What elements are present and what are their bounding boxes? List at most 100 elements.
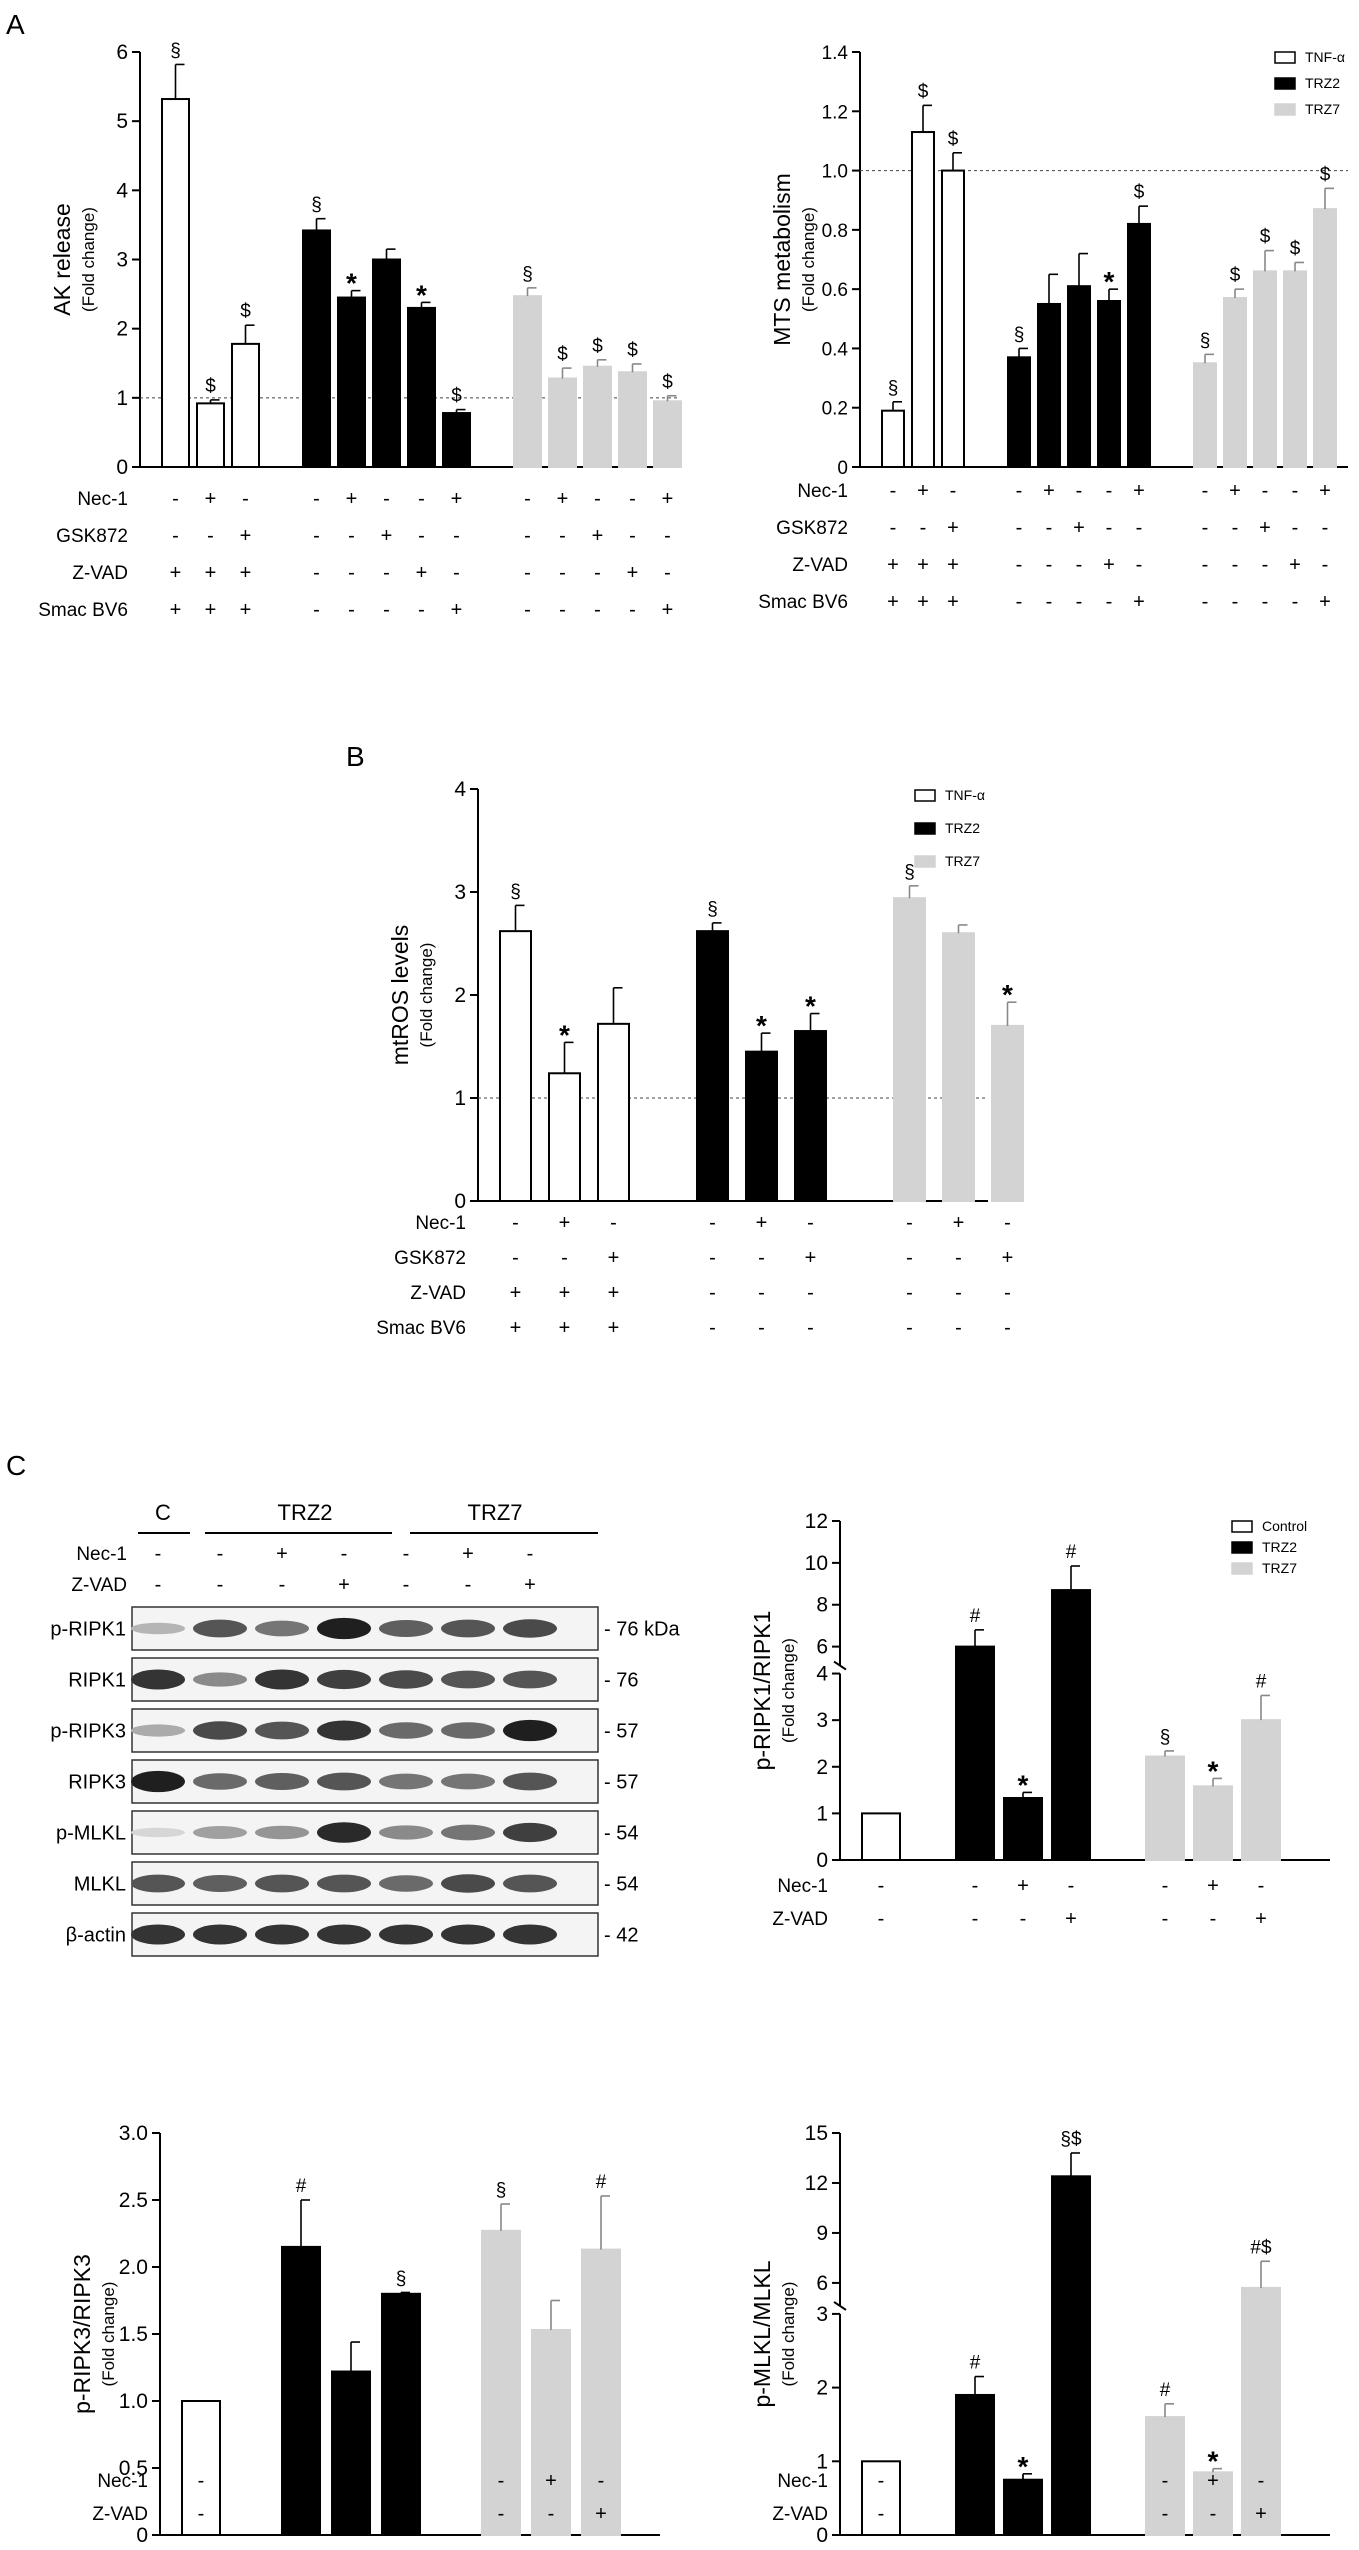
band — [131, 1669, 185, 1690]
bar-trz2-2 — [1003, 1797, 1043, 1861]
bar-trz2-5 — [1127, 222, 1151, 468]
y-tick-label: 6 — [816, 2272, 828, 2295]
band — [255, 1669, 309, 1690]
treatment-sign: + — [240, 562, 252, 584]
significance-mark: $ — [1134, 182, 1145, 203]
y-tick-label: 12 — [805, 2172, 828, 2195]
treatment-sign: + — [545, 2470, 557, 2492]
legend-swatch-tnf — [1274, 51, 1296, 64]
treatment-sign: - — [629, 488, 636, 510]
treatment-sign: - — [920, 517, 927, 539]
molecular-weight-label: - 57 — [604, 1721, 638, 1743]
treatment-sign: - — [348, 599, 355, 621]
band — [255, 1620, 309, 1637]
bar-trz7-3 — [1241, 1719, 1281, 1861]
band — [255, 1772, 309, 1791]
treatment-sign: + — [170, 562, 182, 584]
treatment-sign: - — [1068, 1875, 1075, 1897]
y-axis-subtitle: (Fold change) — [799, 207, 818, 312]
treatment-sign: - — [512, 1212, 519, 1234]
bar-tnf-3 — [941, 169, 965, 468]
wb-treatment-sign: + — [524, 1574, 536, 1596]
significance-mark: * — [1104, 266, 1115, 297]
bar-trz7-5 — [1313, 208, 1337, 468]
treatment-sign: - — [1016, 554, 1023, 576]
treatment-sign: - — [398, 2470, 405, 2492]
panel-label-a: A — [6, 9, 25, 40]
treatment-sign: - — [1162, 1875, 1169, 1897]
treatment-sign: - — [955, 1317, 962, 1339]
legend-swatch-trz2 — [914, 822, 936, 835]
treatment-sign: - — [1202, 517, 1209, 539]
y-tick-label: 3 — [116, 249, 128, 272]
treatment-sign: - — [594, 599, 601, 621]
significance-mark: $ — [1320, 164, 1331, 185]
treatment-sign: - — [498, 2470, 505, 2492]
wb-treatment-sign: - — [527, 1543, 534, 1565]
treatment-sign: - — [559, 599, 566, 621]
treatment-label-z-vad: Z-VAD — [92, 2504, 148, 2525]
bar-trz2-3 — [372, 258, 401, 468]
significance-mark: $ — [1230, 265, 1241, 286]
significance-mark: $ — [205, 376, 216, 397]
treatment-label-z-vad: Z-VAD — [792, 555, 848, 576]
significance-mark: § — [1200, 330, 1211, 351]
band — [503, 1874, 557, 1893]
treatment-sign: - — [664, 562, 671, 584]
y-tick-label: 2 — [116, 318, 128, 341]
treatment-sign: + — [917, 554, 929, 576]
treatment-sign: - — [418, 525, 425, 547]
treatment-label-smac-bv6: Smac BV6 — [38, 600, 128, 621]
treatment-sign: + — [205, 599, 217, 621]
treatment-sign: + — [345, 2470, 357, 2492]
bar-trz2-2 — [331, 2370, 371, 2537]
treatment-sign: - — [1106, 591, 1113, 613]
treatment-sign: - — [758, 1247, 765, 1269]
band — [503, 1924, 557, 1945]
treatment-sign: - — [1210, 2503, 1217, 2525]
treatment-sign: - — [906, 1282, 913, 1304]
significance-mark: * — [559, 1019, 570, 1050]
band — [131, 1924, 185, 1945]
y-axis-subtitle: (Fold change) — [417, 943, 436, 1048]
treatment-sign: - — [418, 599, 425, 621]
treatment-sign: - — [878, 1908, 885, 1930]
treatment-sign: - — [1210, 1908, 1217, 1930]
band — [131, 1770, 185, 1793]
band — [379, 1670, 433, 1689]
y-tick-label: 0 — [454, 1190, 466, 1213]
bar-trz7-3 — [581, 2248, 621, 2537]
bar-trz7-5 — [653, 400, 682, 468]
legend-swatch-trz7 — [914, 855, 936, 868]
band — [193, 1826, 247, 1839]
treatment-sign: + — [627, 562, 639, 584]
band — [441, 1773, 495, 1790]
legend-swatch-control — [1231, 1520, 1253, 1533]
y-tick-label: 2.5 — [119, 2189, 148, 2212]
treatment-sign: - — [1232, 554, 1239, 576]
treatment-sign: - — [1020, 2503, 1027, 2525]
y-tick-label: 6 — [116, 41, 128, 64]
legend-label-trz2: TRZ2 — [1305, 75, 1340, 91]
bar-tnf-2 — [548, 1072, 581, 1203]
treatment-sign: + — [1255, 2503, 1267, 2525]
treatment-sign: - — [906, 1212, 913, 1234]
treatment-sign: - — [1202, 480, 1209, 502]
bar-trz2-2 — [1037, 302, 1061, 469]
wb-treatment-sign: - — [155, 1574, 162, 1596]
treatment-sign: + — [1133, 591, 1145, 613]
y-axis-title: p-MLKL/MLKL — [749, 2260, 775, 2407]
y-tick-label: 0 — [116, 456, 128, 479]
treatment-sign: - — [709, 1317, 716, 1339]
significance-mark: $ — [627, 340, 638, 361]
treatment-sign: - — [610, 1212, 617, 1234]
chart-p-ripk3-ripk3: 0 0.5 1.0 1.5 2.0 2.5 3.0 p-RIPK3/RIPK3 (Fold ch… — [69, 2122, 660, 2547]
treatment-sign: + — [662, 599, 674, 621]
significance-mark: # — [970, 1606, 981, 1627]
wb-treatment-sign: + — [462, 1543, 474, 1565]
lane-group-label-c: C — [155, 1500, 171, 1525]
band — [255, 1721, 309, 1740]
bar-tnf-1 — [499, 930, 532, 1202]
treatment-sign: - — [1106, 517, 1113, 539]
band — [317, 1720, 371, 1741]
